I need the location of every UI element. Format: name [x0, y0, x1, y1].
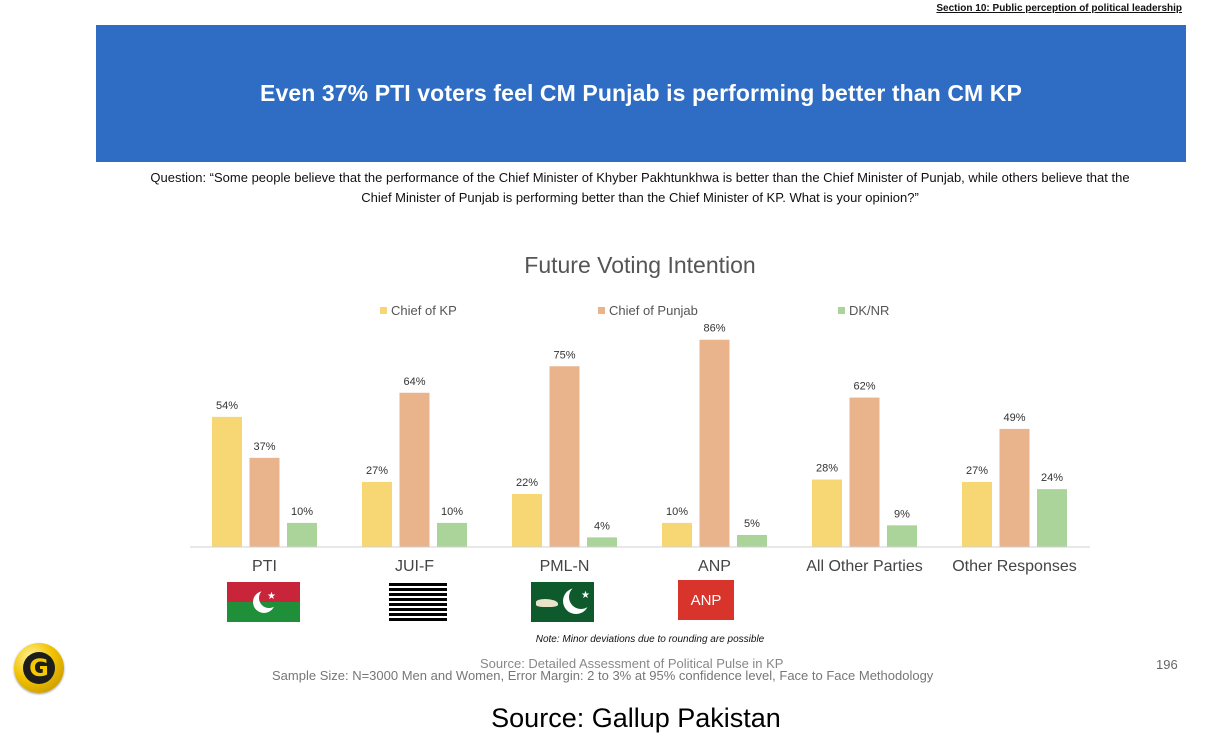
- bar-other-responses-dk-nr: [1037, 489, 1067, 547]
- data-label-other-responses-chief-of-punjab: 49%: [1003, 412, 1025, 424]
- bar-pti-chief-of-punjab: [249, 457, 280, 547]
- banner-title: Even 37% PTI voters feel CM Punjab is pe…: [260, 80, 1022, 106]
- legend-swatch-dk-nr: [838, 307, 845, 314]
- data-label-jui-f-dk-nr: 10%: [441, 506, 463, 518]
- bar-jui-f-chief-of-punjab: [399, 392, 430, 547]
- data-label-pml-n-dk-nr: 4%: [594, 520, 610, 532]
- legend-swatch-chief-of-kp: [380, 307, 387, 314]
- data-label-jui-f-chief-of-punjab: 64%: [403, 376, 425, 388]
- data-label-jui-f-chief-of-kp: 27%: [366, 465, 388, 477]
- data-label-pml-n-chief-of-kp: 22%: [516, 477, 538, 489]
- gallup-logo-letter: G: [23, 652, 55, 684]
- bar-all-other-parties-chief-of-punjab: [849, 397, 880, 547]
- bar-pml-n-dk-nr: [587, 537, 617, 547]
- rounding-note: Note: Minor deviations due to rounding a…: [535, 634, 765, 645]
- juif-flag-icon: [389, 583, 447, 625]
- bar-all-other-parties-dk-nr: [887, 525, 917, 547]
- bar-other-responses-chief-of-punjab: [999, 428, 1030, 547]
- data-label-all-other-parties-dk-nr: 9%: [894, 508, 910, 520]
- x-axis-labels: PTI JUI-F PML-N ANP All Other Parties Other R…: [252, 558, 1077, 575]
- data-label-anp-chief-of-punjab: 86%: [703, 323, 725, 335]
- chart-legend: Chief of KP Chief of Punjab DK/NR: [380, 303, 889, 318]
- legend-label-dk-nr: DK/NR: [849, 303, 889, 318]
- data-label-all-other-parties-chief-of-kp: 28%: [816, 463, 838, 475]
- x-tick-label-other-responses: Other Responses: [952, 558, 1077, 575]
- chart-title: Future Voting Intention: [524, 252, 755, 278]
- bar-other-responses-chief-of-kp: [962, 481, 992, 547]
- legend-label-chief-of-kp: Chief of KP: [391, 303, 457, 318]
- bar-anp-chief-of-punjab: [699, 339, 730, 547]
- data-label-all-other-parties-chief-of-punjab: 62%: [853, 381, 875, 393]
- source-detail: Source: Detailed Assessment of Political…: [480, 656, 784, 671]
- footer-source: Source: Gallup Pakistan: [491, 703, 781, 733]
- bar-jui-f-chief-of-kp: [362, 481, 392, 547]
- legend-label-chief-of-punjab: Chief of Punjab: [609, 303, 698, 318]
- x-tick-label-jui-f: JUI-F: [395, 558, 434, 575]
- x-tick-label-pml-n: PML-N: [540, 558, 590, 575]
- bar-jui-f-dk-nr: [437, 522, 467, 547]
- data-label-other-responses-dk-nr: 24%: [1041, 472, 1063, 484]
- bar-anp-chief-of-kp: [662, 522, 692, 547]
- bar-pti-dk-nr: [287, 522, 317, 547]
- anp-logo-icon: ANP: [678, 580, 734, 620]
- pti-flag-icon: ★: [227, 582, 300, 622]
- bar-pti-chief-of-kp: [212, 416, 242, 547]
- bar-all-other-parties-chief-of-kp: [812, 479, 842, 547]
- bar-pml-n-chief-of-kp: [512, 493, 542, 547]
- x-tick-label-pti: PTI: [252, 558, 277, 575]
- data-label-pti-dk-nr: 10%: [291, 506, 313, 518]
- gallup-logo-icon: G: [14, 643, 64, 693]
- bar-pml-n-chief-of-punjab: [549, 366, 580, 547]
- pmln-flag-icon: ★: [531, 582, 594, 622]
- data-label-pti-chief-of-kp: 54%: [216, 400, 238, 412]
- x-tick-label-all-other-parties: All Other Parties: [806, 558, 922, 575]
- bar-group: 54% 37% 10% 27% 64% 10% 22% 75% 4% 10% 86% 5% 28% 62%…: [212, 323, 1067, 547]
- section-label: Section 10: Public perception of politic…: [936, 3, 1182, 14]
- sample-size-text: Sample Size: N=3000 Men and Women, Error…: [272, 668, 934, 683]
- x-tick-label-anp: ANP: [698, 558, 731, 575]
- question-text: Question: “Some people believe that the …: [150, 170, 1130, 205]
- legend-swatch-chief-of-punjab: [598, 307, 605, 314]
- data-label-pml-n-chief-of-punjab: 75%: [553, 349, 575, 361]
- data-label-pti-chief-of-punjab: 37%: [253, 441, 275, 453]
- data-label-other-responses-chief-of-kp: 27%: [966, 465, 988, 477]
- data-label-anp-chief-of-kp: 10%: [666, 506, 688, 518]
- title-banner: Even 37% PTI voters feel CM Punjab is pe…: [96, 25, 1186, 162]
- bar-anp-dk-nr: [737, 534, 767, 547]
- page-number: 196: [1156, 657, 1178, 672]
- data-label-anp-dk-nr: 5%: [744, 518, 760, 530]
